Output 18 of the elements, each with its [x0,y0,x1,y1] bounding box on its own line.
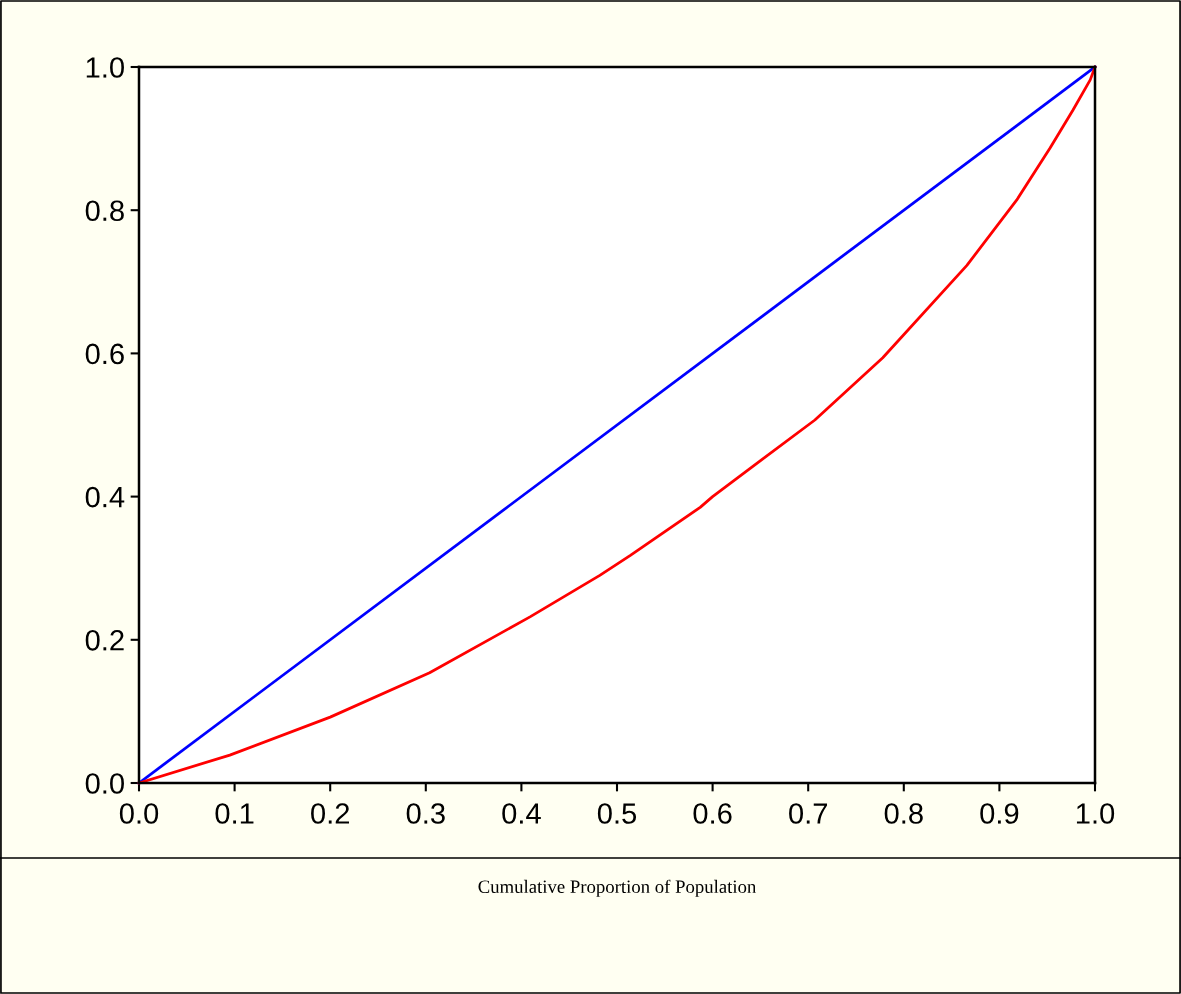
y-tick-label: 0.0 [85,773,124,794]
x-tick-label: 0.9 [980,803,1019,824]
x-tick-label: 0.3 [406,803,445,824]
x-tick-label: 0.7 [789,803,828,824]
y-tick-label: 1.0 [86,57,124,78]
x-axis-title: Cumulative Proportion of Population [478,879,757,897]
y-tick-label: 0.2 [85,630,124,651]
y-tick-label: 0.4 [85,486,125,508]
x-tick-label: 0.5 [597,803,637,824]
x-tick-label: 0.0 [119,803,159,824]
x-tick-label: 0.6 [693,803,732,824]
x-tick-label: 0.2 [311,803,350,824]
y-tick-label: 0.8 [85,200,124,222]
x-tick-label: 0.8 [884,803,923,824]
y-tick-label: 0.6 [85,343,124,365]
x-tick-label: 1.0 [1076,803,1115,824]
x-tick-label: 0.4 [502,803,541,824]
x-tick-label: 0.1 [215,803,254,824]
